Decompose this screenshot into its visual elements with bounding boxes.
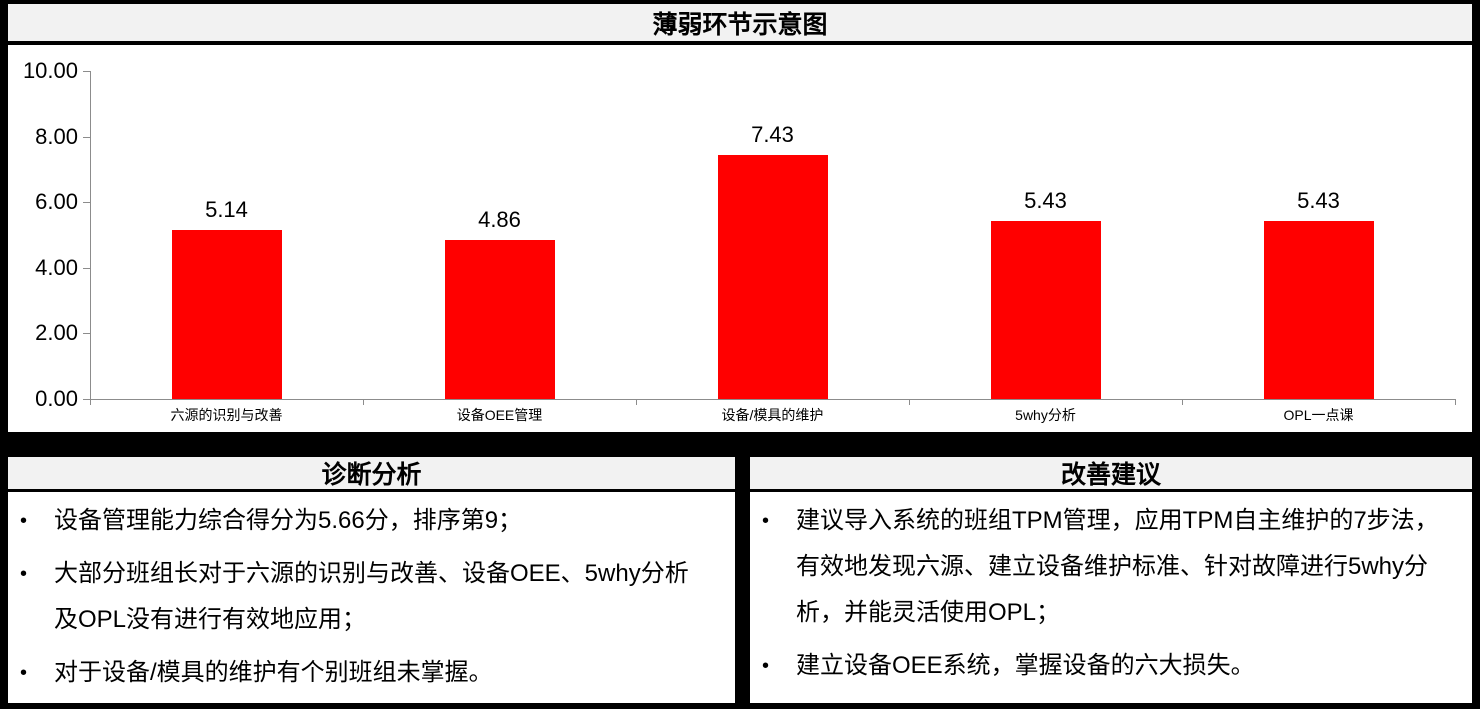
x-tick [1182,399,1183,405]
chart-title-bar: 薄弱环节示意图 [8,4,1472,45]
bullet-text: 大部分班组长对于六源的识别与改善、设备OEE、5why分析 及OPL没有进行有效… [54,560,689,633]
bullet-marker: • [762,655,770,677]
bullet-item: • 建立设备OEE系统，掌握设备的六大损失。 [762,643,1458,689]
bar-chart: 10.00 8.00 6.00 4.00 2.00 0.00 5.14 六源的识别与改善 4.8… [8,45,1472,432]
bullet-text: 建立设备OEE系统，掌握设备的六大损失。 [796,652,1255,679]
bullet-marker: • [20,563,28,585]
bar-value-label: 5.43 [1297,187,1340,213]
bar-value-label: 4.86 [478,206,521,232]
bullet-marker: • [20,510,28,532]
y-tick [83,136,90,138]
x-tick [363,399,364,405]
bar [990,220,1101,399]
suggestion-panel-title: 改善建议 [1060,461,1161,489]
x-tick [90,399,91,405]
y-axis-label: 6.00 [35,189,78,215]
x-axis-category-label: OPL一点课 [1283,407,1354,423]
y-tick [83,202,90,204]
y-tick [83,267,90,269]
bullet-item: • 对于设备/模具的维护有个别班组未掌握。 [20,650,721,696]
bar [444,239,555,399]
bullet-marker: • [20,662,28,684]
x-axis-category-label: 5why分析 [1015,407,1076,423]
suggestion-panel-body: • 建议导入系统的班组TPM管理，应用TPM自主维护的7步法， 有效地发现六源、建… [750,492,1472,689]
bullet-text: 设备管理能力综合得分为5.66分，排序第9； [54,507,523,534]
x-axis-category-label: 设备/模具的维护 [721,407,824,423]
bar-value-label: 5.14 [205,197,248,223]
bullet-item: • 设备管理能力综合得分为5.66分，排序第9； [20,498,721,544]
suggestion-panel: 改善建议 • 建议导入系统的班组TPM管理，应用TPM自主维护的7步法， 有效地发… [750,457,1472,703]
bullet-item: • 建议导入系统的班组TPM管理，应用TPM自主维护的7步法， 有效地发现六源、建… [762,498,1458,636]
bar [1263,220,1374,399]
y-tick [83,71,90,72]
x-tick [1455,399,1456,405]
x-tick [636,399,637,405]
bar-value-label: 5.43 [1024,187,1067,213]
x-axis [90,399,1455,400]
diagnosis-panel-body: • 设备管理能力综合得分为5.66分，排序第9； • 大部分班组长对于六源的识别与改善… [8,492,735,696]
x-axis-category-label: 设备OEE管理 [456,407,543,423]
y-axis-label: 10.00 [22,58,78,83]
suggestion-panel-header: 改善建议 [750,457,1472,492]
bar [717,155,828,399]
bar [171,230,282,399]
diagnosis-panel-title: 诊断分析 [321,461,422,489]
diagnosis-panel-header: 诊断分析 [8,457,735,492]
y-tick [83,399,90,400]
y-axis-label: 0.00 [35,386,78,411]
y-axis-label: 4.00 [35,254,78,280]
bar-value-label: 7.43 [751,122,794,148]
y-axis-label: 2.00 [35,320,78,346]
bullet-text: 建议导入系统的班组TPM管理，应用TPM自主维护的7步法， 有效地发现六源、建立… [796,507,1439,626]
bullet-marker: • [762,510,770,532]
y-axis-label: 8.00 [35,123,78,149]
chart-title: 薄弱环节示意图 [652,10,828,39]
bullet-item: • 大部分班组长对于六源的识别与改善、设备OEE、5why分析 及OPL没有进行有… [20,551,721,643]
bullet-text: 对于设备/模具的维护有个别班组未掌握。 [54,659,493,686]
x-tick [909,399,910,405]
x-axis-category-label: 六源的识别与改善 [170,407,283,423]
diagnosis-panel: 诊断分析 • 设备管理能力综合得分为5.66分，排序第9； • 大部分班组长对于六源的… [8,457,735,703]
y-tick [83,333,90,335]
y-axis [90,71,91,399]
